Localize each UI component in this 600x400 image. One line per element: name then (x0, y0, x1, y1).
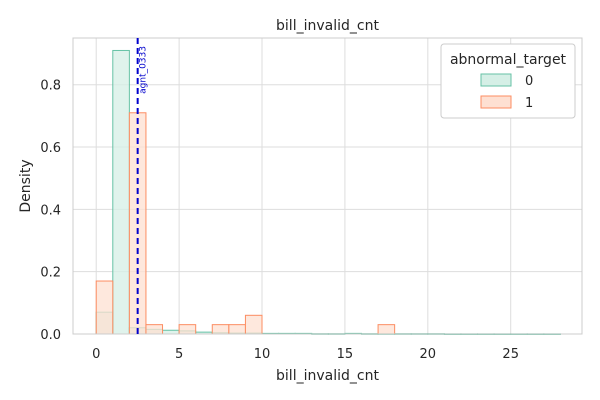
y-tick-label: 0.8 (40, 79, 61, 94)
legend-swatch-0 (480, 73, 512, 87)
x-tick-label: 10 (254, 347, 271, 362)
y-tick-labels: 0.0 0.2 0.4 0.6 0.8 (40, 79, 61, 343)
bar-series-1 (211, 324, 230, 335)
series-1 (95, 112, 396, 335)
chart-title: bill_invalid_cnt (276, 18, 379, 34)
bar-series-1 (228, 324, 246, 335)
legend-items: 01 (480, 73, 533, 111)
bar-series-1 (377, 324, 396, 335)
x-tick-labels: 0 5 10 15 20 25 (92, 347, 519, 362)
reference-line: agnt_0333 (136, 38, 149, 334)
y-tick-label: 0.6 (40, 141, 61, 156)
plot-frame (72, 37, 583, 335)
bar-series-0 (112, 49, 130, 335)
bar-series-1 (244, 314, 263, 335)
reference-line-label: agnt_0333 (139, 46, 149, 94)
bar-series-1 (95, 280, 114, 335)
bars (95, 49, 561, 335)
legend-title: abnormal_target (450, 52, 567, 68)
x-tick-label: 0 (92, 347, 100, 362)
x-tick-label: 20 (420, 347, 437, 362)
legend-label-0: 0 (525, 74, 533, 89)
bar-series-0 (162, 329, 180, 335)
x-tick-label: 5 (175, 347, 183, 362)
bar-series-1 (145, 324, 164, 335)
legend: abnormal_target 01 (440, 43, 576, 119)
y-tick-label: 0.0 (40, 328, 61, 343)
legend-swatch-1 (480, 95, 512, 109)
y-tick-label: 0.2 (40, 266, 61, 281)
x-tick-label: 15 (337, 347, 354, 362)
y-axis-label: Density (18, 159, 34, 212)
bar-series-1 (178, 324, 197, 335)
x-tick-label: 25 (502, 347, 519, 362)
x-axis-label: bill_invalid_cnt (276, 368, 379, 384)
legend-label-1: 1 (525, 96, 533, 111)
y-tick-label: 0.4 (40, 203, 61, 218)
